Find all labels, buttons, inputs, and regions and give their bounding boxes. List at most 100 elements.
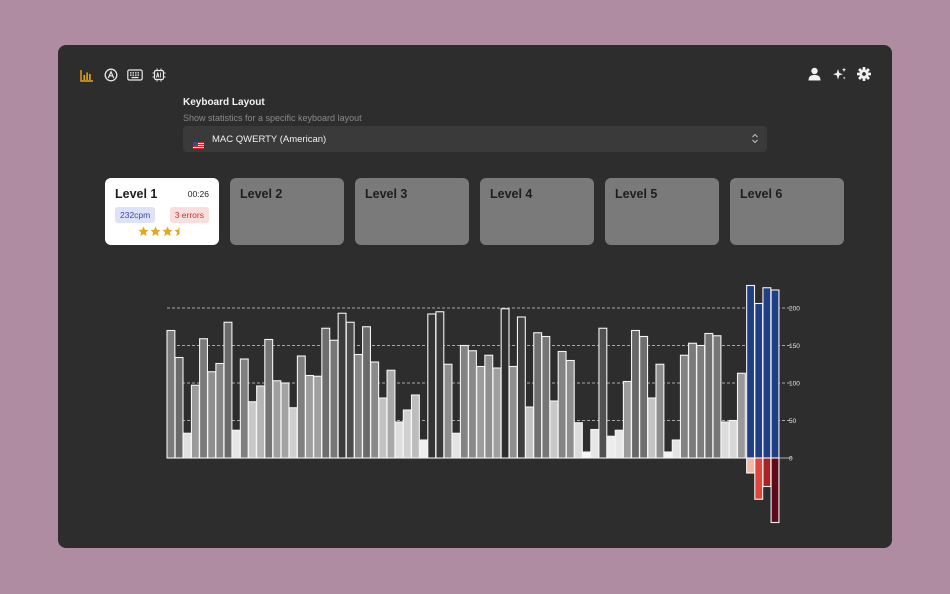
chart-bar xyxy=(435,311,445,459)
chart-bar xyxy=(199,338,209,459)
ai-chip-icon[interactable] xyxy=(151,67,167,83)
chart-bar-down xyxy=(770,457,780,524)
user-icon[interactable] xyxy=(806,66,822,82)
y-tick-label: 150 xyxy=(789,343,800,350)
chart-bar xyxy=(582,451,592,459)
level-card-2[interactable]: Level 2 xyxy=(230,178,344,245)
y-tick-label: 100 xyxy=(789,381,800,388)
chart-bar xyxy=(696,344,706,459)
star-icon xyxy=(138,226,149,237)
chart-bar-down xyxy=(762,457,772,488)
chart-bar xyxy=(264,338,274,459)
chart-bar xyxy=(410,394,420,459)
chart-bar xyxy=(516,316,526,459)
chart-bar xyxy=(508,365,518,459)
chart-bar xyxy=(256,385,266,459)
chart-bar xyxy=(345,321,355,459)
typing-icon[interactable] xyxy=(103,67,119,83)
chart-bar xyxy=(663,451,673,459)
chart-bar xyxy=(557,350,567,459)
chart-bar xyxy=(239,358,249,459)
chart-bar xyxy=(427,313,437,459)
chart-bar xyxy=(573,422,583,459)
chart-bar xyxy=(386,369,396,459)
chart-bar xyxy=(337,312,347,459)
chart-bar xyxy=(704,332,714,459)
chart-bar xyxy=(679,354,689,459)
chart-bar xyxy=(614,429,624,459)
level-name: Level 1 xyxy=(115,187,158,201)
stats-chart: 200 150 100 50 0 xyxy=(166,284,800,524)
speed-badge: 232cpm xyxy=(115,207,156,223)
level-card-6[interactable]: Level 6 xyxy=(730,178,844,245)
chart-bar xyxy=(247,401,257,459)
gear-icon[interactable] xyxy=(856,66,872,82)
chart-bar xyxy=(166,329,176,459)
chart-bar xyxy=(606,435,616,459)
chart-bar xyxy=(321,327,331,459)
chart-bar xyxy=(215,362,225,459)
chart-bar xyxy=(419,439,429,459)
level-card-5[interactable]: Level 5 xyxy=(605,178,719,245)
keyboard-icon[interactable] xyxy=(127,67,143,83)
chart-bar xyxy=(231,429,241,459)
y-tick-label: 0 xyxy=(789,456,793,463)
chart-bar xyxy=(533,332,543,459)
level-name: Level 4 xyxy=(490,187,533,201)
y-tick-label: 50 xyxy=(789,418,797,425)
level-cards: Level 1 00:26 232cpm 3 errors Level 2 Le… xyxy=(105,178,844,245)
chart-bar xyxy=(272,380,282,459)
chart-bar xyxy=(541,335,551,459)
chart-bar-down xyxy=(746,457,756,474)
level-name: Level 3 xyxy=(365,187,408,201)
chart-bar xyxy=(329,339,339,459)
layout-section-subtitle: Show statistics for a specific keyboard … xyxy=(183,113,362,123)
chart-bar xyxy=(484,354,494,459)
chart-bar xyxy=(639,335,649,459)
chart-bar xyxy=(712,335,722,459)
chart-bar xyxy=(378,397,388,459)
layout-select-value: MAC QWERTY (American) xyxy=(212,133,327,145)
half-star-icon xyxy=(174,226,180,237)
level-card-1[interactable]: Level 1 00:26 232cpm 3 errors xyxy=(105,178,219,245)
chart-bar xyxy=(671,439,681,459)
chart-bar xyxy=(305,374,314,459)
errors-badge: 3 errors xyxy=(169,207,209,223)
sparkles-icon[interactable] xyxy=(831,66,847,82)
level-name: Level 2 xyxy=(240,187,283,201)
chart-bar xyxy=(394,421,404,459)
level-card-3[interactable]: Level 3 xyxy=(355,178,469,245)
star-icon xyxy=(162,226,173,237)
chart-bar xyxy=(622,380,632,459)
chart-bar-up xyxy=(762,287,772,459)
chart-bar xyxy=(728,419,738,459)
app-window: Keyboard Layout Show statistics for a sp… xyxy=(58,45,892,548)
chart-bar xyxy=(190,384,200,459)
chart-bar xyxy=(280,382,290,459)
chart-bar-up xyxy=(746,284,756,459)
account-actions xyxy=(806,66,872,82)
chart-bar-up xyxy=(754,302,764,459)
chart-bar xyxy=(223,321,233,459)
chart-bar xyxy=(688,342,697,459)
chart-bar xyxy=(467,350,477,459)
chart-bar xyxy=(720,421,730,459)
chart-bar xyxy=(655,363,665,459)
stats-icon[interactable] xyxy=(79,67,95,83)
chart-bar xyxy=(500,308,510,459)
star-icon xyxy=(150,226,161,237)
level-time: 00:26 xyxy=(187,189,209,199)
chart-bar xyxy=(647,397,657,459)
layout-select[interactable]: MAC QWERTY (American) xyxy=(183,126,767,152)
chart-bar xyxy=(313,375,323,459)
chart-bar xyxy=(182,432,192,459)
chart-bar xyxy=(353,353,363,459)
level-name: Level 5 xyxy=(615,187,658,201)
chart-bar xyxy=(296,355,306,459)
chart-bar xyxy=(362,326,372,459)
level-card-4[interactable]: Level 4 xyxy=(480,178,594,245)
chart-bar xyxy=(565,359,575,459)
chart-bar xyxy=(736,372,746,459)
us-flag-icon xyxy=(193,136,204,149)
chart-bar xyxy=(443,363,453,459)
